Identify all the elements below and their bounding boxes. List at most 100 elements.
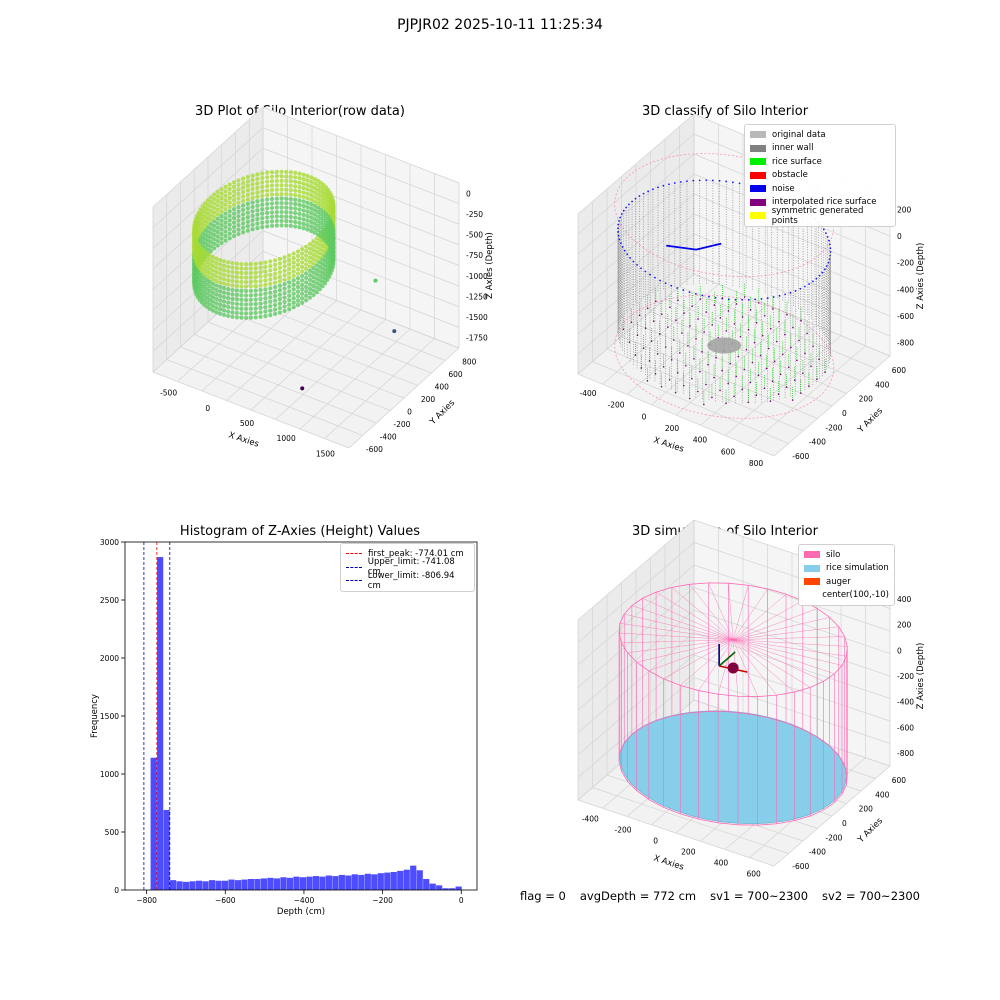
p1-wall-point: [197, 248, 202, 253]
p1-wall-point: [197, 288, 202, 293]
p1-wall-point: [269, 179, 275, 184]
p1-wall-point: [331, 239, 336, 244]
p1-wall-point: [234, 279, 239, 284]
p1-wall-point: [269, 170, 275, 175]
p1-wall-point: [204, 295, 209, 300]
p4-grid-x: [749, 757, 866, 859]
panel3-title: Histogram of Z-Axies (Height) Values: [179, 524, 421, 539]
p2-interpolated-point: [703, 331, 705, 333]
legend-swatch: [750, 131, 766, 139]
p1-wall-point: [320, 279, 325, 284]
p1-wall-point: [193, 258, 198, 263]
p3-histogram-bar: [157, 557, 164, 890]
p2-interpolated-point: [727, 310, 730, 312]
p2-noise-point: [694, 292, 697, 295]
p2-noise-point: [634, 197, 637, 200]
p1-grid-z: [152, 168, 264, 270]
p2-noise-point: [617, 223, 620, 226]
p1-wall-point: [231, 216, 237, 221]
p1-wall-point: [248, 275, 253, 280]
p1-wall-point: [253, 284, 258, 289]
p1-wall-point: [250, 204, 255, 210]
p4-grid-z: [577, 677, 695, 778]
p1-wall-point: [227, 227, 232, 232]
p2-interpolated-point: [661, 313, 663, 316]
p2-interpolated-point: [707, 363, 709, 366]
p1-wall-point: [248, 262, 253, 267]
p1-wall-point: [210, 304, 216, 309]
p4-x-tick-label: -200: [614, 826, 631, 835]
p2-interpolated-point: [745, 348, 748, 351]
p2-z-tick-label: -600: [897, 312, 914, 321]
p1-wall-point: [323, 198, 328, 203]
p1-wall-point: [279, 192, 284, 197]
p1-wall-point: [194, 292, 199, 297]
p1-wall-point: [192, 282, 197, 287]
p1-wall-point: [221, 312, 227, 318]
p1-y-tick-label: 200: [421, 395, 436, 404]
p1-wall-point: [215, 194, 220, 199]
p2-interpolated-point: [638, 314, 641, 317]
p4-grid-x: [700, 740, 817, 842]
p1-wall-point: [196, 237, 201, 242]
p1-wall-point: [295, 285, 301, 290]
p2-interpolated-point: [757, 302, 760, 304]
p1-wall-point: [327, 243, 332, 249]
p1-wall-point: [197, 275, 202, 280]
p2-noise-point: [822, 228, 825, 231]
p2-grid-x: [749, 345, 866, 447]
p3-histogram-bar: [338, 874, 345, 890]
legend-item: Upper_limit: -741.08 cm: [346, 557, 469, 577]
p1-wall-point: [291, 273, 296, 279]
p1-wall-point: [193, 261, 198, 267]
p1-wall-point: [325, 277, 330, 283]
p1-wall-point: [227, 218, 232, 223]
p1-wall-point: [315, 196, 320, 201]
p2-grid-y: [592, 361, 789, 444]
p2-noise-point: [812, 280, 814, 283]
p1-wall-point: [327, 190, 332, 195]
p2-noise-point: [760, 297, 763, 300]
p2-grid-y: [693, 273, 891, 357]
p1-wall-point: [279, 205, 284, 210]
p3-histogram-bar: [228, 879, 235, 890]
p1-wall-point: [210, 272, 216, 277]
p1-wall-point: [227, 222, 232, 227]
p1-wall-point: [322, 227, 328, 232]
p1-wall-point: [205, 247, 210, 252]
p1-wall-point: [230, 283, 235, 288]
p1-wall-point: [192, 252, 197, 257]
p2-interpolated-point: [693, 357, 695, 360]
p3-histogram-bar: [384, 872, 391, 890]
p2-interpolated-point: [709, 344, 711, 346]
p4-y-tick-label: 0: [842, 819, 847, 828]
p1-wall-point: [248, 270, 253, 276]
p1-wall-point: [273, 311, 278, 317]
p1-wall-point: [250, 182, 255, 187]
p1-wall-point: [226, 313, 231, 319]
p1-wall-point: [322, 258, 328, 263]
p4-silo-roof-line: [618, 632, 734, 640]
p1-wall-point: [291, 291, 296, 296]
p1-wall-point: [307, 282, 313, 287]
p4-silo-roof-line: [708, 582, 734, 640]
p4-x-tick-label: 0: [653, 837, 658, 846]
p2-interpolated-point: [759, 354, 762, 357]
p1-wall-point: [195, 268, 201, 273]
p1-wall-point: [322, 240, 328, 245]
p2-noise-point: [670, 284, 673, 287]
p3-histogram-bar: [202, 881, 209, 890]
p1-wall-point: [227, 209, 232, 214]
p1-wall-point: [205, 225, 210, 230]
p1-z-tick-label: -500: [466, 231, 483, 240]
p2-noise-point: [619, 216, 622, 219]
p4-grid-z: [693, 632, 891, 699]
p1-wall-point: [221, 303, 227, 309]
p1-wall-point: [288, 214, 293, 220]
p1-wall-point: [295, 267, 301, 272]
p1-wall-point: [323, 234, 328, 239]
p4-silo-roof-line: [733, 600, 803, 640]
p4-grid-z: [577, 654, 695, 756]
p1-wall-point: [268, 263, 273, 269]
p1-wall-point: [269, 201, 275, 206]
